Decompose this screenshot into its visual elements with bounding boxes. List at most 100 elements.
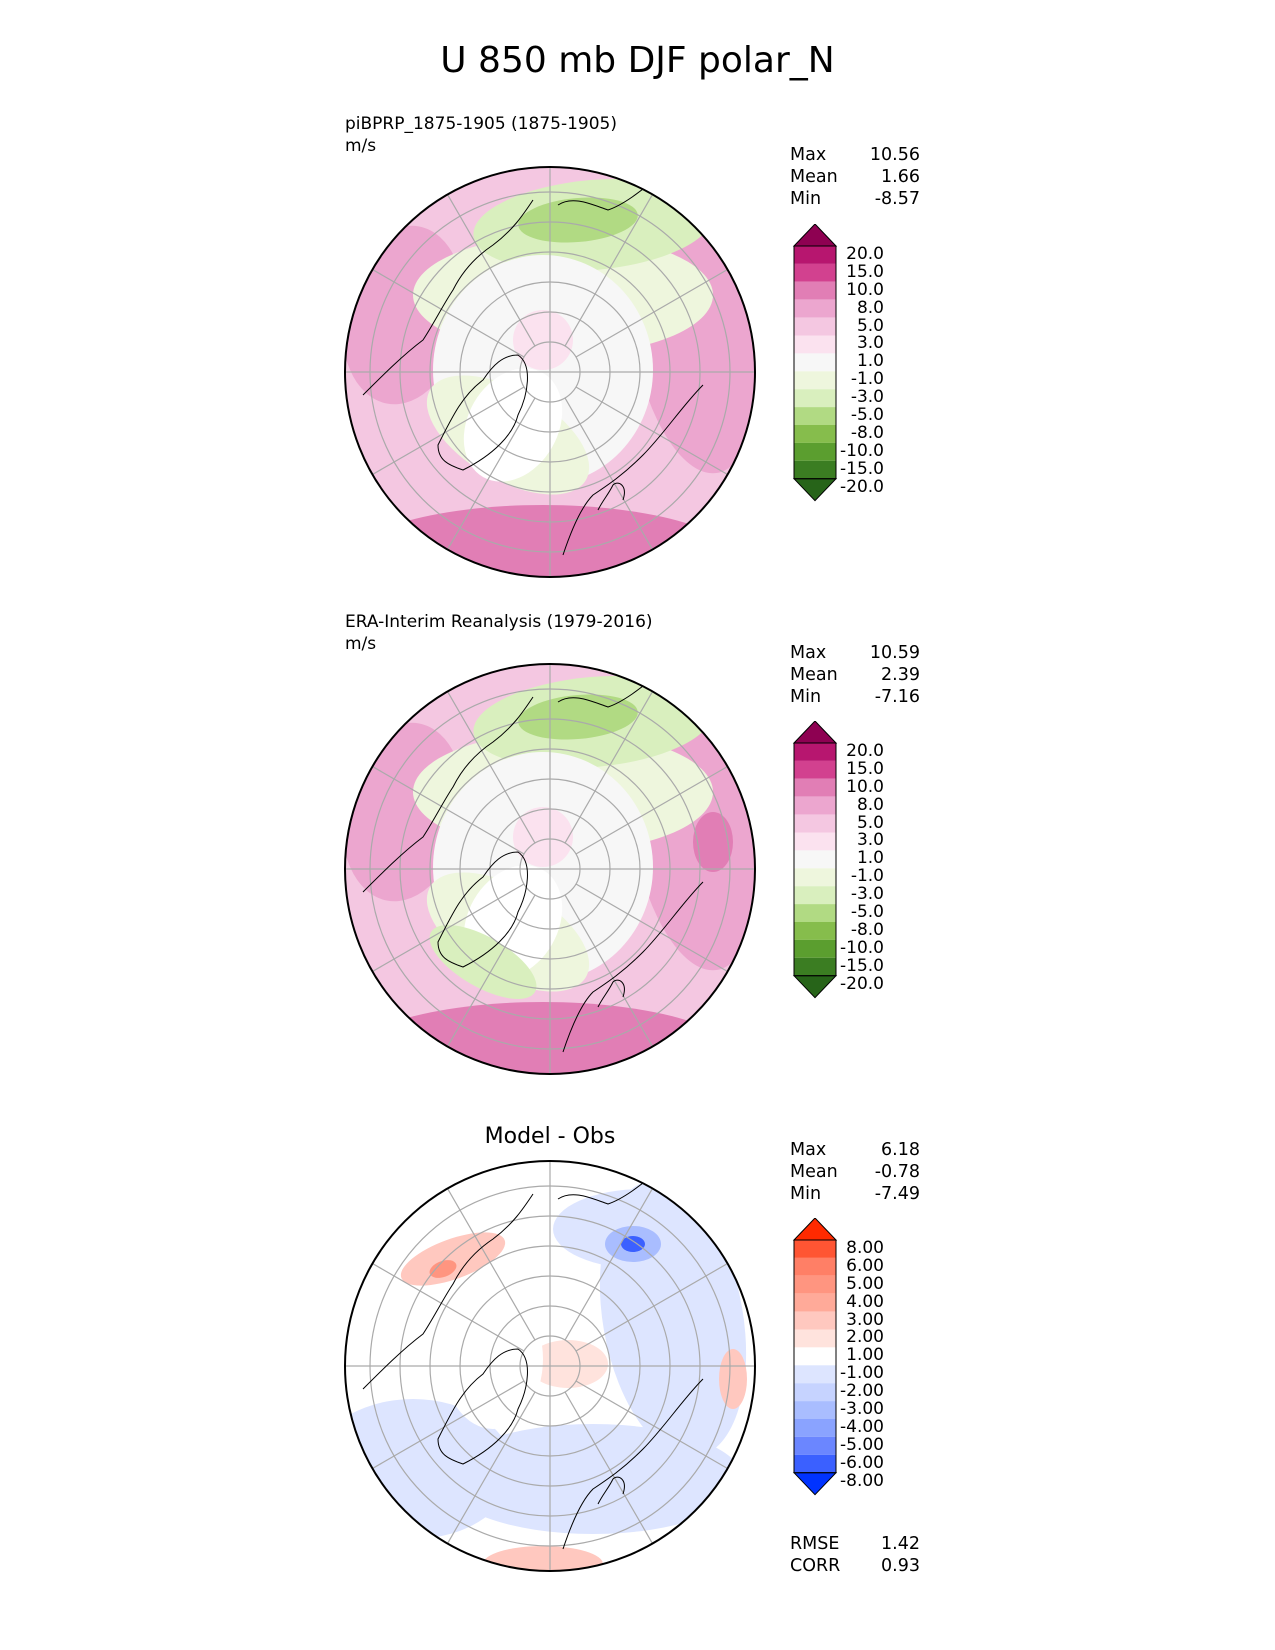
meridian-line xyxy=(575,1262,728,1352)
colorbar-tick-label: -15.0 xyxy=(840,458,884,479)
field-contour-region xyxy=(483,1546,603,1571)
test-title: piBPRP_1875-1905 (1875-1905) xyxy=(345,114,617,134)
colorbar-segment xyxy=(794,778,836,797)
coastlines xyxy=(362,179,704,556)
colorbar-tick-label: 10.0 xyxy=(846,776,884,797)
colorbar-tick-label: -8.00 xyxy=(840,1470,884,1491)
colorbar-tick-label: -1.00 xyxy=(840,1363,884,1384)
colorbar-segment xyxy=(794,868,836,887)
test-panel-title: piBPRP_1875-1905 (1875-1905) m/s xyxy=(345,113,617,157)
meridian-line xyxy=(564,194,654,347)
difference-title: Model - Obs xyxy=(484,1124,616,1149)
colorbar-segment xyxy=(794,1347,836,1366)
colorbar-tick-label: -1.0 xyxy=(850,369,884,390)
colorbar-segment xyxy=(794,850,836,869)
colorbar-tick-label: 20.0 xyxy=(846,244,884,264)
graticule xyxy=(345,167,755,577)
map-boundary xyxy=(344,1160,756,1572)
graticule xyxy=(345,1161,755,1571)
colorbar-segment xyxy=(794,317,836,336)
test-polar-map xyxy=(344,166,756,578)
colorbar-segment xyxy=(794,796,836,815)
graticule xyxy=(345,664,755,1074)
stat-max: Max 6.18 xyxy=(790,1140,920,1160)
colorbar-segment xyxy=(794,299,836,318)
colorbar-segment xyxy=(794,760,836,779)
meridian-line xyxy=(564,1188,654,1341)
field-contour-region xyxy=(528,1340,608,1388)
reference-polar-map xyxy=(344,663,756,1075)
colorbar-segment xyxy=(794,425,836,443)
colorbar-tick-label: 20.0 xyxy=(846,741,884,761)
meridian-line xyxy=(564,1391,654,1544)
colorbar-segment xyxy=(794,886,836,905)
field-contour-region xyxy=(513,807,573,867)
field-contour-region xyxy=(400,1232,506,1286)
colorbar-tick-label: 15.0 xyxy=(846,261,884,282)
colorbar-tick-label: -3.0 xyxy=(850,884,884,905)
meridian-line xyxy=(372,1380,525,1470)
colorbar-tick-label: -3.00 xyxy=(840,1399,884,1420)
meridian-line xyxy=(564,691,654,844)
colorbar-tick-label: 3.0 xyxy=(856,333,884,354)
meridian-line xyxy=(575,765,728,855)
meridian-line xyxy=(446,194,536,347)
figure-title: U 850 mb DJF polar_N xyxy=(440,40,835,81)
colorbar-tick-label: -5.00 xyxy=(840,1434,884,1455)
colorbar-segment xyxy=(794,1329,836,1348)
colorbar-segment xyxy=(794,335,836,354)
field-shading xyxy=(345,664,755,1074)
colorbar-tick-label: 15.0 xyxy=(846,758,884,779)
colorbar-tick-label: 3.00 xyxy=(846,1309,884,1330)
colorbar-segment xyxy=(794,814,836,833)
scandinavia-coastline xyxy=(597,482,625,511)
greenland-coastline xyxy=(437,354,528,471)
difference-metrics: RMSE 1.42 CORR 0.93 xyxy=(790,1533,920,1577)
stat-mean: Mean 2.39 xyxy=(790,665,920,685)
metric-corr: CORR 0.93 xyxy=(790,1556,920,1576)
colorbar-under-arrow xyxy=(792,478,838,502)
difference-colorbar xyxy=(792,1218,838,1496)
field-contour-region xyxy=(518,694,638,740)
meridian-line xyxy=(446,894,536,1047)
colorbar-segment xyxy=(794,1365,836,1384)
colorbar-tick-label: -3.0 xyxy=(850,387,884,408)
colorbar-tick-label: 4.00 xyxy=(846,1291,884,1312)
field-contour-region xyxy=(443,1424,743,1534)
colorbar-tick-label: 1.0 xyxy=(856,351,884,372)
meridian-line xyxy=(372,268,525,358)
reference-stats: Max 10.59 Mean 2.39 Min -7.16 xyxy=(790,642,920,708)
colorbar-tick-label: 5.0 xyxy=(856,315,884,336)
colorbar-frame xyxy=(793,742,837,977)
difference-polar-map xyxy=(344,1160,756,1572)
colorbar-segment xyxy=(794,460,836,479)
colorbar-segment xyxy=(794,371,836,390)
meridian-line xyxy=(372,386,525,476)
reference-title: ERA-Interim Reanalysis (1979-2016) xyxy=(345,612,653,632)
colorbar-tick-label: -2.00 xyxy=(840,1381,884,1402)
colorbar-segment xyxy=(794,353,836,372)
colorbar-segment xyxy=(794,904,836,922)
meridian-line xyxy=(446,1188,536,1341)
field-contour-region xyxy=(345,505,743,577)
colorbar-tick-label: 1.0 xyxy=(856,848,884,869)
colorbar-segment xyxy=(794,922,836,940)
colorbar-tick-label: 8.0 xyxy=(856,297,884,318)
colorbar-tick-label: 8.0 xyxy=(856,794,884,815)
test-units: m/s xyxy=(345,136,377,156)
colorbar-over-arrow xyxy=(792,1218,838,1241)
colorbar-tick-label: 5.00 xyxy=(846,1273,884,1294)
meridian-line xyxy=(446,397,536,550)
colorbar-segment xyxy=(794,407,836,425)
colorbar-tick-label: -5.0 xyxy=(850,405,884,426)
colorbar-tick-label: 10.0 xyxy=(846,279,884,300)
field-shading xyxy=(345,1161,755,1571)
colorbar-tick-label: 3.0 xyxy=(856,830,884,851)
reference-colorbar xyxy=(792,721,838,999)
colorbar-tick-label: -5.0 xyxy=(850,902,884,923)
colorbar-segment xyxy=(794,1293,836,1312)
colorbar-tick-label: -10.0 xyxy=(840,440,884,461)
colorbar-tick-label: 1.00 xyxy=(846,1345,884,1366)
stat-mean: Mean -0.78 xyxy=(790,1162,920,1182)
meridian-line xyxy=(564,894,654,1047)
